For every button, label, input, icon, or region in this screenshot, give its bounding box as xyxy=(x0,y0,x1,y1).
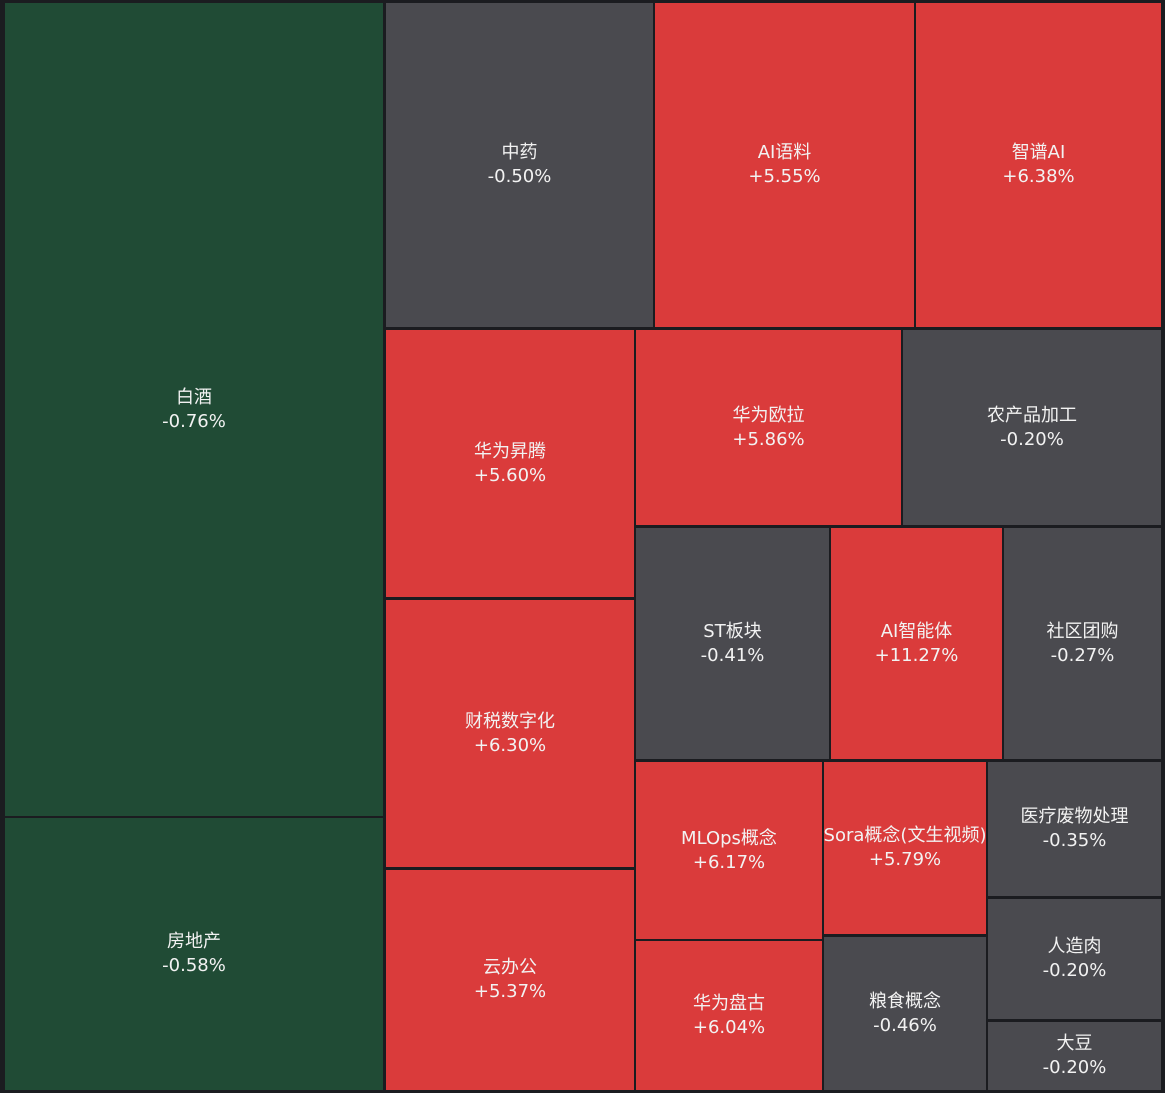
tile-name: 大豆 xyxy=(1056,1033,1093,1054)
tile-name: 人造肉 xyxy=(1047,936,1102,957)
tile-change: -0.35% xyxy=(1042,830,1107,851)
tile-change: +6.04% xyxy=(692,1016,766,1038)
tile-change: +6.17% xyxy=(692,851,766,873)
treemap-tile[interactable]: MLOps概念 +6.17% xyxy=(635,761,823,940)
tile-change: -0.50% xyxy=(487,166,552,187)
tile-change: +5.86% xyxy=(732,428,805,450)
tile-change: -0.20% xyxy=(1042,1057,1107,1078)
treemap-tile[interactable]: 云办公 +5.37% xyxy=(385,869,635,1091)
tile-name: 房地产 xyxy=(167,931,221,952)
tile-name: 智谱AI xyxy=(1011,142,1066,163)
tile-change: -0.76% xyxy=(162,410,226,432)
tile-change: +5.60% xyxy=(473,464,547,486)
treemap-tile[interactable]: 中药 -0.50% xyxy=(385,2,654,328)
treemap-tile[interactable]: 财税数字化 +6.30% xyxy=(385,599,635,868)
treemap-tile[interactable]: 白酒 -0.76% xyxy=(4,2,384,817)
treemap-tile[interactable]: 华为昇腾 +5.60% xyxy=(385,329,635,598)
tile-name: AI智能体 xyxy=(880,620,953,642)
tile-name: 云办公 xyxy=(483,957,537,978)
treemap-tile[interactable]: 华为盘古 +6.04% xyxy=(635,940,823,1091)
tile-name: 粮食概念 xyxy=(869,990,941,1012)
tile-change: -0.58% xyxy=(162,955,226,976)
treemap-tile[interactable]: AI智能体 +11.27% xyxy=(830,527,1003,760)
tile-change: +5.55% xyxy=(748,166,821,187)
tile-name: 医疗废物处理 xyxy=(1020,806,1129,827)
tile-change: +6.38% xyxy=(1002,166,1075,187)
tile-name: AI语料 xyxy=(757,142,812,163)
treemap-tile[interactable]: 社区团购 -0.27% xyxy=(1003,527,1162,760)
tile-name: ST板块 xyxy=(703,620,762,642)
tile-change: -0.20% xyxy=(1042,960,1107,981)
treemap-tile[interactable]: ST板块 -0.41% xyxy=(635,527,830,760)
tile-name: 中药 xyxy=(501,142,538,163)
treemap-tile[interactable]: 大豆 -0.20% xyxy=(987,1021,1162,1091)
tile-name: Sora概念(文生视频) xyxy=(823,825,987,846)
treemap-tile[interactable]: 房地产 -0.58% xyxy=(4,817,384,1091)
treemap-tile[interactable]: 智谱AI +6.38% xyxy=(915,2,1162,328)
tile-name: MLOps概念 xyxy=(681,827,777,849)
treemap-tile[interactable]: 粮食概念 -0.46% xyxy=(823,936,987,1091)
tile-name: 华为欧拉 xyxy=(732,404,805,426)
tile-change: +11.27% xyxy=(874,644,959,666)
tile-change: -0.41% xyxy=(700,644,765,666)
treemap-tile[interactable]: Sora概念(文生视频) +5.79% xyxy=(823,761,987,935)
treemap-tile[interactable]: AI语料 +5.55% xyxy=(654,2,915,328)
tile-name: 华为昇腾 xyxy=(474,440,546,462)
tile-name: 华为盘古 xyxy=(693,992,765,1014)
tile-change: -0.46% xyxy=(873,1014,937,1036)
tile-name: 社区团购 xyxy=(1046,620,1119,642)
treemap-tile[interactable]: 华为欧拉 +5.86% xyxy=(635,329,902,526)
tile-change: -0.20% xyxy=(1000,428,1064,450)
tile-name: 财税数字化 xyxy=(465,710,555,732)
tile-change: +5.37% xyxy=(473,981,547,1002)
treemap-tile[interactable]: 人造肉 -0.20% xyxy=(987,898,1162,1020)
treemap-tile[interactable]: 农产品加工 -0.20% xyxy=(902,329,1162,526)
tile-change: +5.79% xyxy=(868,849,942,870)
tile-change: +6.30% xyxy=(473,734,547,756)
tile-name: 白酒 xyxy=(176,386,212,408)
tile-change: -0.27% xyxy=(1050,644,1115,666)
tile-name: 农产品加工 xyxy=(987,404,1077,426)
treemap-tile[interactable]: 医疗废物处理 -0.35% xyxy=(987,761,1162,897)
